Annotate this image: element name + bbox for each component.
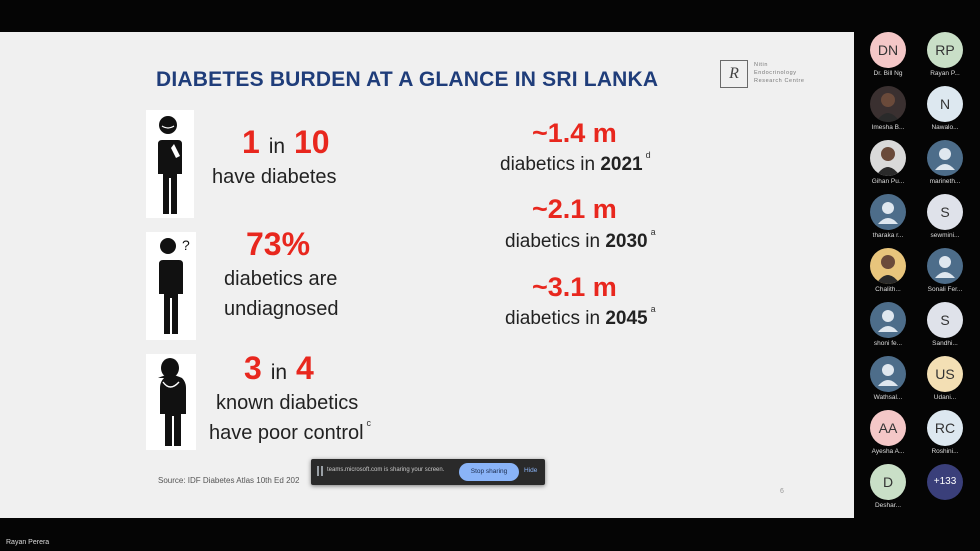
hide-sharing-bar-button[interactable]: Hide [524, 467, 538, 474]
participant-default-avatar-icon [870, 194, 906, 230]
participant-tile[interactable]: DN Dr. Bill Ng [862, 32, 914, 88]
participant-name: tharaka r... [872, 232, 904, 239]
participant-tile[interactable]: Sonali Fer... [919, 248, 971, 304]
svg-text:?: ? [182, 237, 190, 253]
institute-logo: R Nitin Endocrinology Research Centre [720, 58, 830, 92]
participant-initials-avatar: S [927, 194, 963, 230]
participant-name: Dr. Bill Ng [873, 70, 903, 77]
stat-3-value: 3 in 4 [244, 350, 314, 386]
participant-tile[interactable]: AA Ayesha A... [862, 410, 914, 466]
participant-tile[interactable]: Imesha B... [862, 86, 914, 142]
sharing-status-text: teams.microsoft.com is sharing your scre… [327, 467, 445, 473]
stat-3-label-line2: have poor control c [209, 418, 372, 444]
projection-2045-label: diabetics in 2045 a [505, 304, 656, 329]
participant-tile[interactable]: N Nawalo... [919, 86, 971, 142]
shared-slide: DIABETES BURDEN AT A GLANCE IN SRI LANKA… [0, 32, 854, 518]
participant-name: Nawalo... [931, 124, 959, 131]
participant-photo-avatar [870, 86, 906, 122]
stat-2-label-line1: diabetics are [224, 268, 338, 290]
participant-tile[interactable]: RP Rayan P... [919, 32, 971, 88]
participant-name: Gihan Pu... [871, 178, 905, 185]
logo-mark: R [720, 60, 748, 88]
participant-name: sewmini... [930, 232, 960, 239]
participant-name: Deshar... [874, 502, 901, 509]
participant-tile[interactable]: tharaka r... [862, 194, 914, 250]
poor-control-person-icon [146, 354, 196, 450]
person-icon [146, 110, 194, 218]
participant-initials-avatar: DN [870, 32, 906, 68]
participant-tile[interactable]: Chalith... [862, 248, 914, 304]
participant-name: Chalith... [875, 286, 901, 293]
participant-name: Udani... [933, 394, 957, 401]
participant-tile[interactable]: D Deshar... [862, 464, 914, 520]
participant-initials-avatar: N [927, 86, 963, 122]
projection-2030-value: ~2.1 m [532, 194, 617, 224]
stat-3-label-line1: known diabetics [216, 392, 359, 414]
participant-name: Sandhi... [932, 340, 958, 347]
participant-name: Imesha B... [871, 124, 905, 131]
projection-2045-value: ~3.1 m [532, 272, 617, 302]
stat-1-label: have diabetes [212, 166, 337, 188]
participant-name: Roshini... [931, 448, 959, 455]
projection-2021-label: diabetics in 2021 d [500, 150, 651, 175]
participant-initials-avatar: S [927, 302, 963, 338]
participant-default-avatar-icon [870, 356, 906, 392]
participant-name: Ayesha A... [871, 448, 905, 455]
projection-2021-value: ~1.4 m [532, 118, 617, 148]
participant-name: Wathsal... [873, 394, 903, 401]
participant-initials-avatar: US [927, 356, 963, 392]
participant-tile[interactable]: Wathsal... [862, 356, 914, 412]
stat-1-value: 1 in 10 [242, 124, 330, 160]
screen-sharing-bar: teams.microsoft.com is sharing your scre… [311, 459, 545, 485]
slide-title: DIABETES BURDEN AT A GLANCE IN SRI LANKA [156, 68, 659, 91]
presenter-name: Rayan Perera [6, 539, 50, 546]
sharing-pause-icon [317, 466, 325, 476]
participant-default-avatar-icon [927, 140, 963, 176]
participant-name: marineth... [929, 178, 961, 185]
participant-initials-avatar: +133 [927, 464, 963, 500]
participant-name: shoni fe... [873, 340, 903, 347]
participant-initials-avatar: AA [870, 410, 906, 446]
participant-tile[interactable]: US Udani... [919, 356, 971, 412]
participant-initials-avatar: RC [927, 410, 963, 446]
participant-tile[interactable]: shoni fe... [862, 302, 914, 358]
stat-2-label-line2: undiagnosed [224, 298, 339, 320]
participant-initials-avatar: D [870, 464, 906, 500]
stop-sharing-button[interactable]: Stop sharing [459, 463, 519, 481]
participant-tile[interactable]: marineth... [919, 140, 971, 196]
participant-name: Sonali Fer... [927, 286, 963, 293]
participant-initials-avatar: RP [927, 32, 963, 68]
participants-panel: DN Dr. Bill Ng RP Rayan P... Imesha B... N Naw… [862, 32, 980, 522]
stat-2-value: 73% [246, 226, 311, 262]
participant-name: Rayan P... [930, 70, 960, 77]
participant-default-avatar-icon [870, 302, 906, 338]
participant-tile[interactable]: S Sandhi... [919, 302, 971, 358]
slide-page-number: 6 [780, 488, 784, 495]
participant-photo-avatar [870, 248, 906, 284]
participant-tile[interactable]: RC Roshini... [919, 410, 971, 466]
participant-photo-avatar [870, 140, 906, 176]
participant-tile[interactable]: +133 [919, 464, 971, 520]
projection-2030-label: diabetics in 2030 a [505, 227, 656, 252]
participant-default-avatar-icon [927, 248, 963, 284]
source-citation: Source: IDF Diabetes Atlas 10th Ed 202 [158, 476, 300, 485]
undiagnosed-person-icon: ? [146, 232, 196, 340]
participant-tile[interactable]: Gihan Pu... [862, 140, 914, 196]
